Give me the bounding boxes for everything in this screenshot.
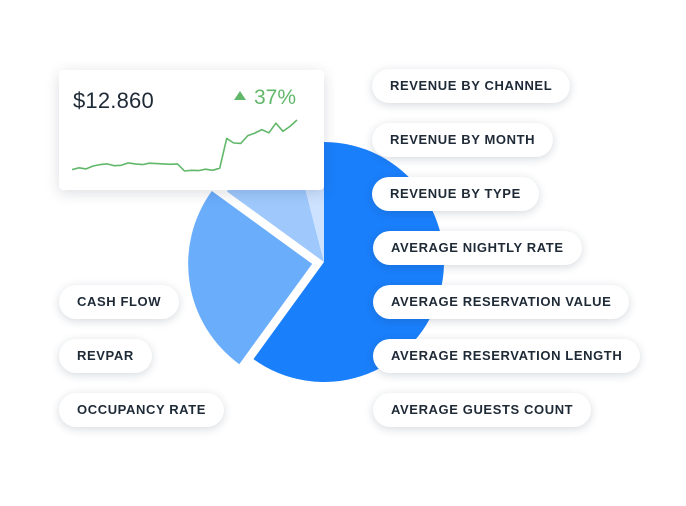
sparkline-line — [71, 119, 298, 172]
revenue-summary-card: $12.860 37% — [59, 70, 324, 190]
tag-revenue-by-type[interactable]: REVENUE BY TYPE — [372, 177, 539, 211]
tag-cash-flow[interactable]: CASH FLOW — [59, 285, 180, 319]
arrow-up-icon — [233, 91, 246, 100]
tag-average-reservation-length[interactable]: AVERAGE RESERVATION LENGTH — [373, 339, 641, 373]
tag-revenue-by-channel[interactable]: REVENUE BY CHANNEL — [372, 69, 571, 103]
pie-slice-2 — [188, 190, 313, 365]
tag-average-reservation-value[interactable]: AVERAGE RESERVATION VALUE — [373, 285, 630, 319]
tag-occupancy-rate[interactable]: OCCUPANCY RATE — [59, 393, 225, 427]
tag-average-nightly-rate[interactable]: AVERAGE NIGHTLY RATE — [373, 231, 582, 265]
tag-revenue-by-month[interactable]: REVENUE BY MONTH — [372, 123, 554, 157]
tag-revpar[interactable]: REVPAR — [59, 339, 152, 373]
revenue-change: 37% — [233, 86, 296, 110]
revenue-change-value: 37% — [253, 86, 296, 109]
tag-average-guests-count[interactable]: AVERAGE GUESTS COUNT — [373, 393, 592, 427]
revenue-amount: $12.860 — [73, 88, 154, 113]
revenue-sparkline — [71, 119, 298, 172]
